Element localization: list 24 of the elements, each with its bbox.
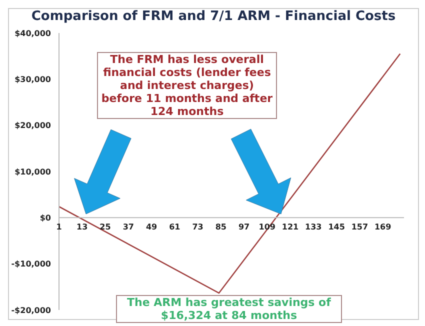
x-tick-label: 1 bbox=[56, 222, 62, 232]
y-tick-label: $40,000 bbox=[14, 28, 52, 38]
x-tick-label: 157 bbox=[351, 222, 368, 232]
y-tick-label: -$20,000 bbox=[11, 306, 52, 315]
y-tick-label: -$10,000 bbox=[11, 260, 52, 269]
x-tick-label: 145 bbox=[328, 222, 346, 232]
x-tick-label: 97 bbox=[238, 222, 250, 232]
x-tick-label: 85 bbox=[215, 222, 227, 232]
chart-title: Comparison of FRM and 7/1 ARM - Financial Costs bbox=[30, 9, 397, 24]
x-tick-label: 61 bbox=[169, 222, 181, 232]
y-tick-label: $0 bbox=[40, 214, 52, 223]
x-tick-label: 133 bbox=[305, 222, 322, 232]
annotation: The ARM has greatest savings of $16,324 at 84 months bbox=[116, 295, 342, 324]
x-tick-label: 25 bbox=[100, 222, 112, 232]
x-tick-label: 169 bbox=[374, 222, 392, 232]
y-tick-label: $30,000 bbox=[14, 75, 52, 84]
y-tick-label: $20,000 bbox=[14, 121, 52, 130]
x-tick-label: 73 bbox=[192, 222, 204, 232]
x-tick-label: 49 bbox=[146, 222, 158, 232]
annotation: The FRM has less overall financial costs (lender fees and interest charges) before 11 months and after 124 months bbox=[97, 52, 277, 119]
x-tick-label: 13 bbox=[76, 222, 88, 232]
x-tick-label: 37 bbox=[122, 222, 134, 232]
x-tick-label: 121 bbox=[282, 222, 300, 232]
y-tick-label: $10,000 bbox=[14, 167, 52, 176]
